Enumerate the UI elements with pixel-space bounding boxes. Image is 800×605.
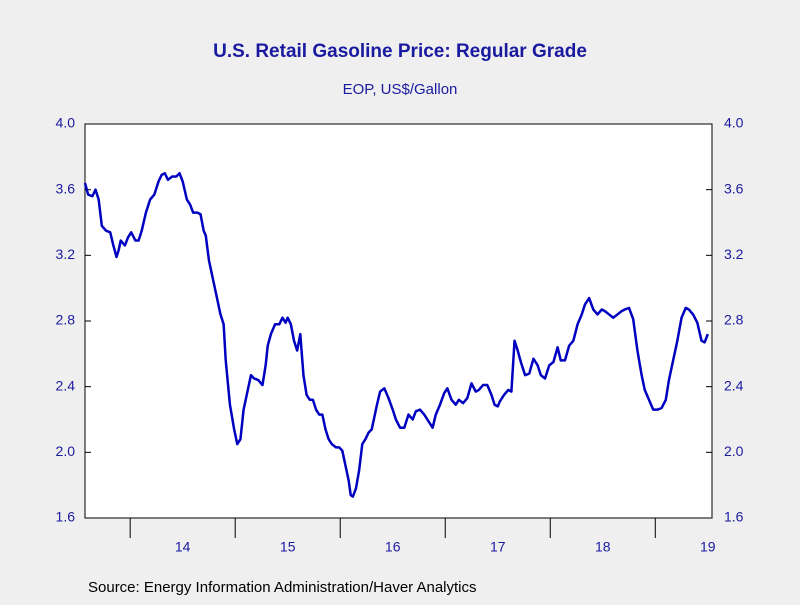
y-tick-label: 3.6 bbox=[56, 180, 76, 196]
y-tick-label: 1.6 bbox=[56, 509, 76, 525]
source-note: Source: Energy Information Administratio… bbox=[88, 579, 477, 596]
x-tick-label: 15 bbox=[280, 539, 296, 555]
y2-tick-label: 1.6 bbox=[724, 509, 744, 525]
y2-tick-label: 2.0 bbox=[724, 443, 744, 459]
y-tick-label: 2.0 bbox=[56, 443, 76, 459]
y2-tick-label: 2.4 bbox=[724, 377, 744, 393]
plot-area bbox=[84, 123, 713, 519]
y-tick-label: 3.2 bbox=[56, 246, 76, 262]
chart-subtitle: EOP, US$/Gallon bbox=[343, 81, 458, 98]
y-tick-label: 4.0 bbox=[56, 115, 76, 131]
y-tick-label: 2.4 bbox=[56, 377, 76, 393]
y2-tick-label: 4.0 bbox=[724, 115, 744, 131]
y2-tick-label: 3.6 bbox=[724, 180, 744, 196]
y2-tick-label: 2.8 bbox=[724, 312, 744, 328]
x-tick-label: 14 bbox=[175, 539, 191, 555]
price-line bbox=[83, 172, 709, 498]
chart-title: U.S. Retail Gasoline Price: Regular Grad… bbox=[213, 41, 587, 62]
x-tick-label: 18 bbox=[595, 539, 611, 555]
x-tick-label: 16 bbox=[385, 539, 401, 555]
y-tick-label: 2.8 bbox=[56, 312, 76, 328]
x-tick-label: 19 bbox=[700, 539, 716, 555]
y2-tick-label: 3.2 bbox=[724, 246, 744, 262]
x-tick-label: 17 bbox=[490, 539, 506, 555]
